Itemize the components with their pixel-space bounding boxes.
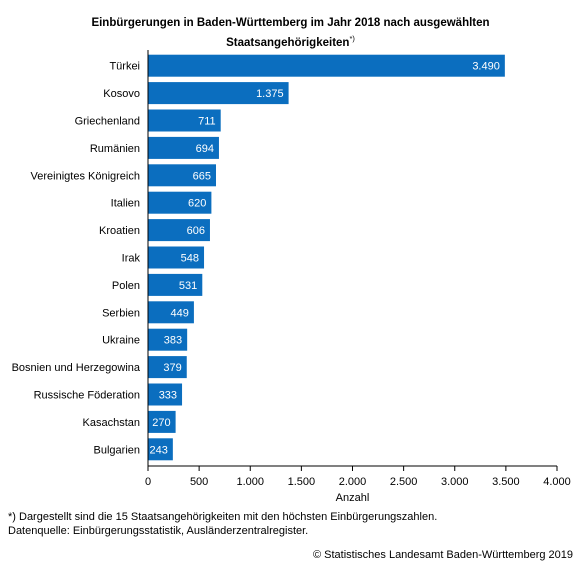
value-label: 449 — [171, 307, 189, 319]
x-tick-label: 3.500 — [492, 476, 520, 488]
x-tick-label: 2.000 — [339, 476, 367, 488]
bar-russische-föderation — [148, 383, 183, 406]
x-tick-label: 1.000 — [236, 476, 264, 488]
category-label: Serbien — [102, 307, 140, 319]
chart-title: Einbürgerungen in Baden-Württemberg im J… — [0, 16, 581, 51]
x-tick-label: 0 — [145, 476, 151, 488]
footnote-line1: *) Dargestellt sind die 15 Staatsangehör… — [8, 511, 438, 523]
bar-polen — [148, 273, 203, 296]
x-tick-label: 500 — [190, 476, 208, 488]
category-label: Griechenland — [75, 116, 140, 128]
bar-italien — [148, 191, 212, 214]
bar-türkei — [148, 54, 505, 77]
bar-rumänien — [148, 136, 219, 159]
bar-irak — [148, 246, 205, 269]
category-label: Polen — [112, 280, 140, 292]
value-label: 531 — [179, 280, 197, 292]
value-label: 711 — [198, 116, 216, 128]
bar-chart: Türkei 3.490 Kosovo 1.375 Griechenland 711 Rum… — [12, 50, 571, 504]
chart-title-line2-text: Staatsangehörigkeiten — [226, 36, 350, 49]
category-label: Kasachstan — [83, 417, 140, 429]
category-label: Bulgarien — [94, 444, 140, 456]
category-label: Ukraine — [102, 335, 140, 347]
x-tick-label: 1.500 — [288, 476, 316, 488]
bar-griechenland — [148, 109, 221, 132]
bar-serbien — [148, 301, 194, 324]
bar-kosovo — [148, 82, 289, 105]
x-tick-label: 2.500 — [390, 476, 418, 488]
footnote: *) Dargestellt sind die 15 Staatsangehör… — [8, 510, 437, 538]
x-tick-label: 4.000 — [543, 476, 571, 488]
bar-ukraine — [148, 328, 188, 351]
category-label: Irak — [122, 253, 141, 265]
x-tick-label: 3.000 — [441, 476, 469, 488]
value-label: 606 — [187, 225, 205, 237]
category-label: Kosovo — [103, 88, 140, 100]
x-axis-label: Anzahl — [336, 492, 370, 504]
value-label: 548 — [181, 253, 199, 265]
category-label: Türkei — [109, 61, 140, 73]
category-label: Vereinigtes Königreich — [31, 170, 140, 182]
category-label: Rumänien — [90, 143, 140, 155]
category-label: Italien — [111, 198, 140, 210]
value-label: 383 — [164, 335, 182, 347]
value-label: 1.375 — [256, 88, 284, 100]
category-label: Bosnien und Herzegowina — [12, 362, 141, 374]
bar-kasachstan — [148, 410, 176, 433]
value-label: 694 — [196, 143, 214, 155]
value-label: 3.490 — [472, 61, 500, 73]
chart-title-line2: Staatsangehörigkeiten*) — [0, 31, 581, 51]
category-label: Russische Föderation — [34, 390, 140, 402]
category-label: Kroatien — [99, 225, 140, 237]
bar-kroatien — [148, 219, 210, 242]
value-label: 665 — [193, 170, 211, 182]
bar-bulgarien — [148, 438, 173, 461]
bar-bosnien-und-herzegowina — [148, 356, 187, 379]
footnote-line2: Datenquelle: Einbürgerungsstatistik, Aus… — [8, 525, 309, 537]
source-credit: © Statistisches Landesamt Baden-Württemb… — [312, 549, 573, 561]
value-label: 620 — [188, 198, 206, 210]
value-label: 270 — [152, 417, 170, 429]
value-label: 379 — [163, 362, 181, 374]
bar-vereinigtes-königreich — [148, 164, 216, 187]
chart-title-line1: Einbürgerungen in Baden-Württemberg im J… — [91, 17, 490, 29]
value-label: 243 — [149, 444, 167, 456]
value-label: 333 — [159, 390, 177, 402]
footnote-marker: *) — [349, 34, 355, 43]
